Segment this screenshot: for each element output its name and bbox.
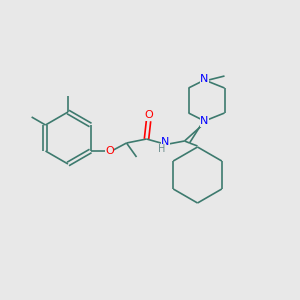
Text: N: N xyxy=(200,116,209,126)
Text: O: O xyxy=(105,146,114,156)
Text: N: N xyxy=(200,74,209,84)
Text: N: N xyxy=(161,137,170,147)
Text: H: H xyxy=(158,144,165,154)
Text: O: O xyxy=(144,110,153,120)
